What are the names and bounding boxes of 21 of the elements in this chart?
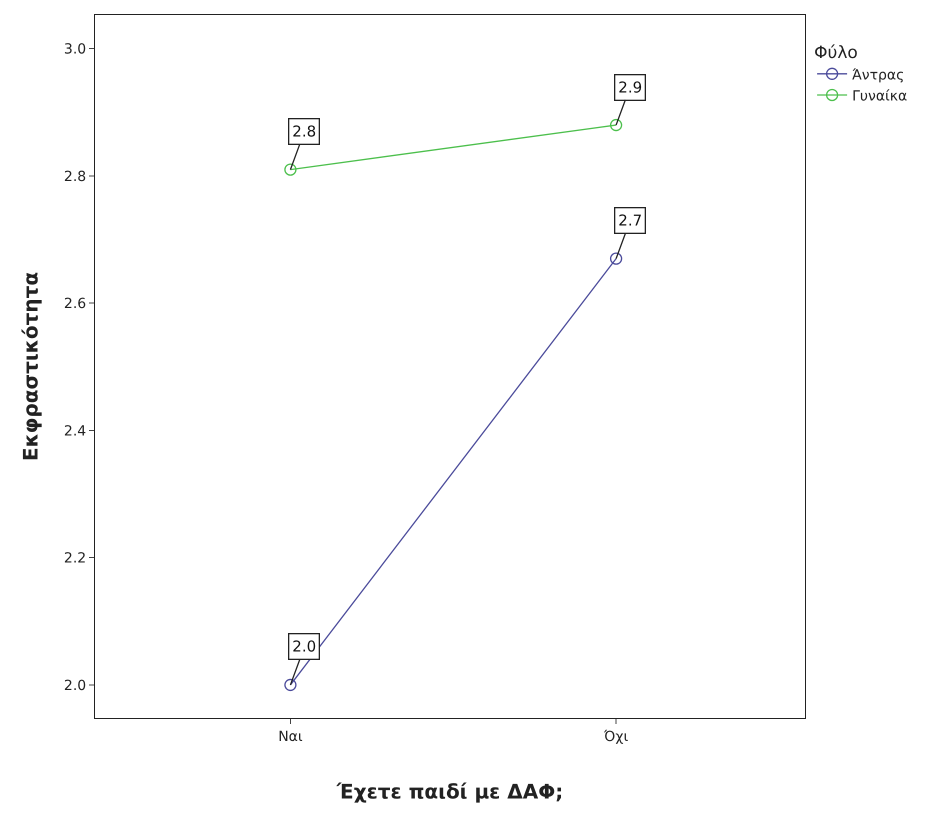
data-label: 2.7 [618, 211, 642, 230]
data-label: 2.9 [618, 78, 642, 96]
point [610, 252, 622, 265]
y-tick-label: 2.0 [64, 678, 86, 694]
point [284, 678, 297, 692]
legend-title: Φύλο [814, 43, 858, 64]
x-axis-title: Έχετε παιδί με ΔΑΦ; [336, 779, 564, 804]
y-tick-label: 2.8 [64, 168, 86, 185]
y-tick-label: 2.4 [64, 423, 86, 440]
data-label: 2.0 [292, 637, 316, 656]
point [610, 118, 622, 132]
y-tick-label: 3.0 [64, 42, 86, 58]
y-tick-label: 2.6 [64, 296, 86, 312]
legend-label: Άντρας [852, 67, 904, 84]
y-axis-title: Εκφραστικότητα [18, 272, 42, 462]
y-tick-label: 2.2 [64, 550, 86, 567]
point [284, 163, 297, 176]
data-label: 2.8 [292, 122, 316, 140]
x-tick-label: Όχι [603, 728, 628, 745]
x-tick-label: Ναι [278, 728, 303, 745]
legend-label: Γυναίκα [852, 88, 908, 104]
